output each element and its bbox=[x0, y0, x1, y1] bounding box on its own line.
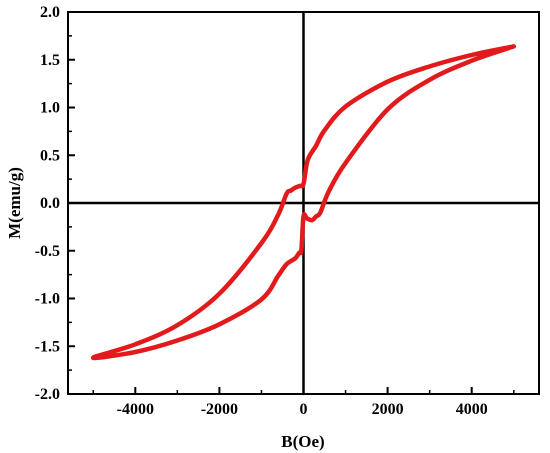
series-layer bbox=[90, 44, 517, 361]
x-tick-label: -4000 bbox=[117, 401, 154, 418]
y-tick-label: -1.5 bbox=[35, 338, 60, 355]
y-tick-label: 2.0 bbox=[40, 4, 60, 21]
y-tick-label: 0.0 bbox=[40, 195, 60, 212]
y-axis-ticks: -2.0 -1.5 -1.0 -0.5 0.0 0.5 1.0 1.5 2.0 bbox=[35, 4, 75, 403]
y-tick-label: 1.0 bbox=[40, 100, 60, 117]
x-tick-label: 0 bbox=[300, 401, 308, 418]
x-axis-title: B(Oe) bbox=[281, 432, 324, 451]
x-tick-label: 4000 bbox=[456, 401, 488, 418]
x-axis-ticks: -4000 -2000 0 2000 4000 bbox=[92, 387, 515, 418]
y-tick-label: -1.0 bbox=[35, 291, 60, 308]
x-tick-label: 2000 bbox=[372, 401, 404, 418]
y-tick-label: 1.5 bbox=[40, 52, 60, 69]
y-axis-title: M(emu/g) bbox=[5, 167, 24, 239]
zero-lines bbox=[68, 12, 539, 394]
y-tick-label: -0.5 bbox=[35, 243, 60, 260]
hysteresis-loop-line bbox=[90, 44, 517, 361]
x-tick-label: -2000 bbox=[201, 401, 238, 418]
y-tick-label: 0.5 bbox=[40, 147, 60, 164]
y-tick-label: -2.0 bbox=[35, 386, 60, 403]
